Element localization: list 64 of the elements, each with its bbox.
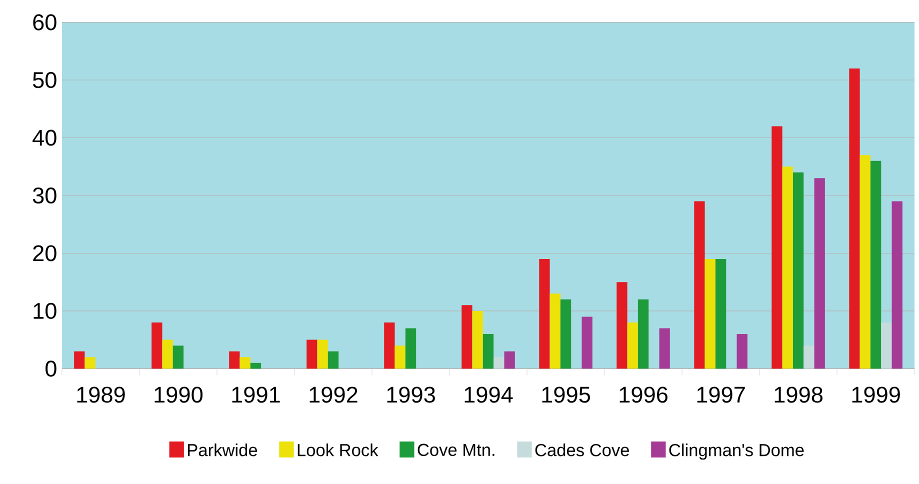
bar (240, 357, 250, 369)
bar (472, 311, 483, 369)
bar (860, 155, 870, 369)
bar (616, 282, 628, 369)
y-tick-label: 10 (34, 303, 56, 320)
y-tick-label: 60 (33, 14, 56, 31)
bar (638, 300, 649, 369)
bar (462, 305, 472, 369)
bar (172, 346, 184, 369)
legend-label: Parkwide (188, 444, 258, 456)
y-tick-label: 20 (33, 245, 56, 262)
x-tick-label: 1992 (310, 386, 358, 403)
y-tick-label: 30 (32, 188, 56, 204)
legend-label: Clingman's Dome (669, 444, 804, 460)
bar (659, 328, 670, 369)
bar (328, 352, 339, 369)
bar (870, 161, 882, 369)
bar (84, 357, 96, 369)
bar (162, 340, 173, 369)
bar (74, 352, 85, 369)
y-tick-label: 0 (46, 360, 56, 377)
bar (250, 363, 262, 369)
bar (772, 126, 782, 369)
bar (627, 322, 638, 369)
bar (849, 68, 860, 369)
bar (560, 300, 572, 369)
bar (394, 346, 406, 369)
bar (229, 352, 240, 369)
x-tick-label: 1991 (232, 386, 280, 403)
x-tick-label: 1990 (154, 386, 203, 403)
x-tick-label: 1998 (774, 386, 822, 403)
legend-label: Look Rock (298, 444, 378, 456)
bar (482, 334, 494, 369)
bar (736, 334, 748, 369)
bar (550, 294, 560, 369)
x-tick-label: 1996 (620, 386, 668, 403)
bar (814, 178, 825, 369)
bar (317, 340, 328, 369)
y-tick-label: 50 (32, 72, 56, 88)
bar (804, 346, 814, 369)
bar (152, 322, 162, 369)
bar (715, 259, 726, 369)
y-tick-label: 40 (32, 130, 56, 146)
x-tick-label: 1989 (77, 386, 125, 403)
bar (405, 328, 416, 369)
legend-label: Cades Cove (535, 444, 629, 456)
bar (494, 357, 504, 369)
x-tick-label: 1999 (852, 386, 900, 403)
bar (892, 201, 902, 369)
bar (782, 166, 793, 369)
x-tick-label: 1994 (464, 386, 513, 403)
bar (704, 259, 716, 369)
bar (582, 316, 592, 369)
x-tick-label: 1995 (542, 386, 590, 403)
legend-label: Cove Mtn. (418, 444, 494, 456)
x-tick-label: 1993 (387, 386, 435, 403)
bar (881, 322, 892, 369)
x-tick-label: 1997 (697, 386, 745, 403)
bar (306, 340, 318, 369)
bar (384, 322, 395, 369)
bar (694, 201, 705, 369)
bar (539, 259, 550, 369)
bar (504, 352, 515, 369)
bar (792, 172, 804, 369)
